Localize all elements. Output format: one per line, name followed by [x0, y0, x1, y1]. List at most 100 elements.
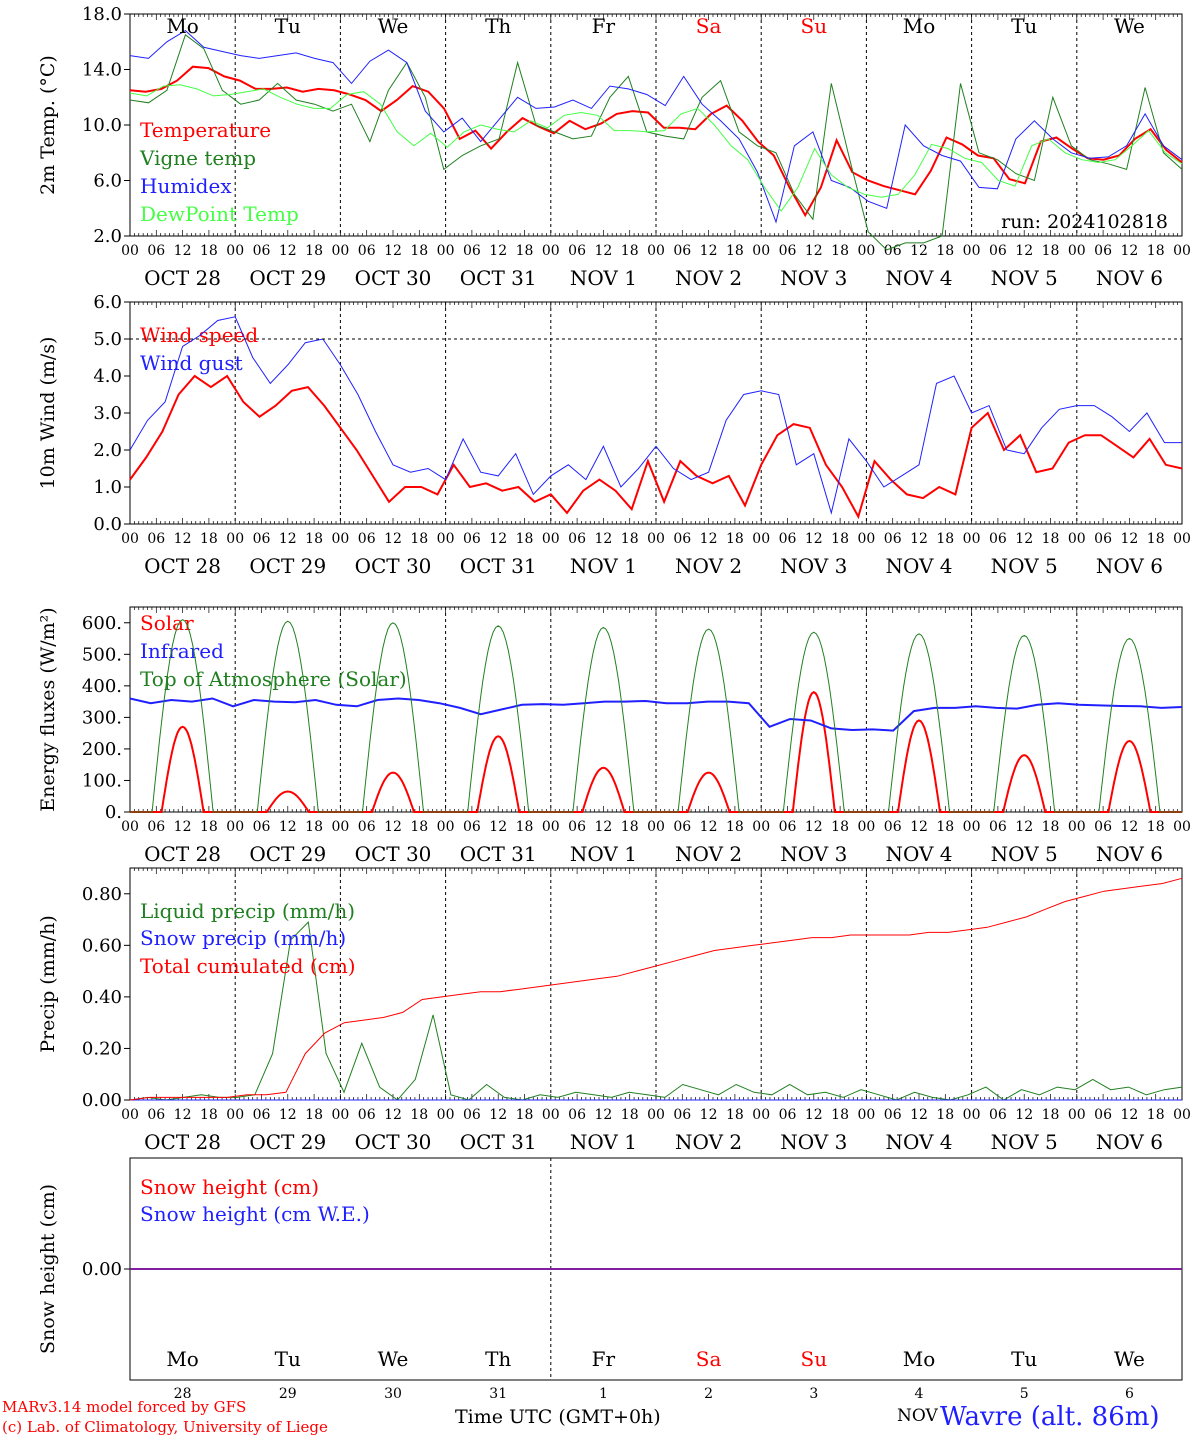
hour-tick-label: 00: [331, 819, 349, 835]
date-label: NOV 4: [885, 1130, 952, 1154]
hour-tick-label: 12: [700, 243, 718, 259]
hour-tick-label: 12: [594, 1107, 612, 1123]
hour-tick-label: 12: [279, 243, 297, 259]
hour-tick-label: 18: [1147, 1107, 1165, 1123]
hour-tick-label: 00: [752, 243, 770, 259]
hour-tick-label: 12: [174, 243, 192, 259]
date-label: OCT 28: [144, 842, 221, 866]
hour-tick-label: 18: [200, 819, 218, 835]
date-label: NOV 1: [570, 842, 637, 866]
hour-tick-label: 12: [1120, 819, 1138, 835]
y-tick-label: 3.0: [93, 403, 122, 424]
hour-tick-label: 06: [779, 819, 797, 835]
hour-tick-label: 00: [1068, 1107, 1086, 1123]
y-tick-label: 100.: [82, 770, 122, 791]
hour-tick-label: 00: [752, 819, 770, 835]
date-label: OCT 30: [355, 554, 432, 578]
hour-tick-label: 00: [1068, 819, 1086, 835]
hour-tick-label: 00: [542, 1107, 560, 1123]
hour-tick-label: 00: [647, 243, 665, 259]
date-label: NOV 5: [991, 554, 1058, 578]
hour-tick-label: 12: [174, 819, 192, 835]
x-axis-title: Time UTC (GMT+0h): [455, 1406, 661, 1428]
hour-tick-label: 12: [384, 1107, 402, 1123]
date-label: OCT 30: [355, 842, 432, 866]
hour-tick-label: 12: [700, 531, 718, 547]
hour-tick-label: 12: [1120, 531, 1138, 547]
panel-4: 0.00 0.20 0.40 0.60 0.80 Precip (mm/h) 00 06 12 1…: [37, 867, 1191, 1154]
legend-entry: DewPoint Temp: [140, 202, 299, 226]
hour-tick-label: 00: [437, 243, 455, 259]
hour-tick-label: 12: [805, 243, 823, 259]
date-label: NOV 2: [675, 1130, 742, 1154]
hour-tick-label: 06: [673, 243, 691, 259]
weekday-label: Mo: [166, 1347, 199, 1371]
legend-entry: Snow height (cm): [140, 1175, 319, 1199]
legend-entry: Top of Atmosphere (Solar): [140, 667, 407, 691]
y-tick-label: 0.00: [82, 1259, 122, 1280]
date-label: OCT 29: [249, 842, 326, 866]
weekday-label: Mo: [166, 14, 199, 38]
hour-tick-label: 18: [1042, 531, 1060, 547]
hour-tick-label: 18: [410, 243, 428, 259]
date-label: NOV 5: [991, 1130, 1058, 1154]
day-number-label: 29: [279, 1386, 297, 1402]
hour-tick-label: 18: [200, 531, 218, 547]
y-tick-label: 14.0: [82, 60, 122, 81]
hour-tick-label: 18: [831, 243, 849, 259]
hour-tick-label: 18: [621, 1107, 639, 1123]
hour-tick-label: 18: [831, 531, 849, 547]
legend-entry: Liquid precip (mm/h): [140, 899, 355, 923]
hour-tick-label: 18: [200, 1107, 218, 1123]
y-tick-label: 0.: [105, 802, 122, 823]
hour-tick-label: 00: [857, 1107, 875, 1123]
hour-tick-label: 00: [647, 1107, 665, 1123]
hour-tick-label: 06: [463, 531, 481, 547]
date-label: NOV 2: [675, 266, 742, 290]
weekday-label: We: [378, 1347, 409, 1371]
date-label: NOV 6: [1096, 842, 1163, 866]
hour-tick-label: 06: [147, 819, 165, 835]
series-line-top-of-atmosphere-solar-: [130, 618, 1182, 813]
panel-1: 2.0 6.0 10.0 14.0 18.0 2m Temp. (°C) 00 06 12 18 O…: [37, 4, 1191, 290]
hour-tick-label: 00: [121, 243, 139, 259]
date-label: OCT 29: [249, 1130, 326, 1154]
hour-tick-label: 18: [726, 819, 744, 835]
hour-tick-label: 06: [1094, 819, 1112, 835]
legend-entry: Wind speed: [140, 323, 258, 347]
hour-tick-label: 18: [516, 243, 534, 259]
y-tick-label: 200.: [82, 739, 122, 760]
legend-entry: Solar: [140, 611, 194, 635]
y-tick-label: 1.0: [93, 477, 122, 498]
date-label: NOV 3: [780, 266, 847, 290]
weekday-label: Fr: [592, 1347, 616, 1371]
series-line-wind-gust: [129, 316, 1182, 515]
hour-tick-label: 06: [884, 243, 902, 259]
legend-entry: Snow precip (mm/h): [140, 926, 346, 950]
series-line-infrared: [129, 697, 1183, 732]
hour-tick-label: 06: [884, 819, 902, 835]
y-axis-label: Energy fluxes (W/m²): [37, 607, 59, 811]
hour-tick-label: 18: [936, 819, 954, 835]
hour-tick-label: 06: [779, 1107, 797, 1123]
hour-tick-label: 18: [410, 1107, 428, 1123]
panel-2: 0.0 1.0 2.0 3.0 4.0 5.0 6.0 10m Wind (m/s) 00 06 1…: [37, 292, 1191, 578]
hour-tick-label: 00: [542, 819, 560, 835]
y-tick-label: 2.0: [93, 226, 122, 247]
hour-tick-label: 12: [174, 1107, 192, 1123]
hour-tick-label: 06: [884, 1107, 902, 1123]
hour-tick-label: 06: [358, 531, 376, 547]
hour-tick-label: 18: [1042, 819, 1060, 835]
hour-tick-label: 06: [568, 1107, 586, 1123]
hour-tick-label: 18: [726, 1107, 744, 1123]
hour-tick-label: 12: [489, 243, 507, 259]
hour-tick-label: 00: [542, 531, 560, 547]
hour-tick-label: 06: [358, 243, 376, 259]
weekday-label: Sa: [696, 1347, 722, 1371]
hour-tick-label: 18: [305, 819, 323, 835]
series-line-dewpoint-temp: [129, 84, 1183, 212]
hour-tick-label: 18: [621, 243, 639, 259]
y-axis-label: Snow height (cm): [37, 1184, 59, 1354]
y-tick-label: 0.40: [82, 987, 122, 1008]
hour-tick-label: 12: [1015, 819, 1033, 835]
